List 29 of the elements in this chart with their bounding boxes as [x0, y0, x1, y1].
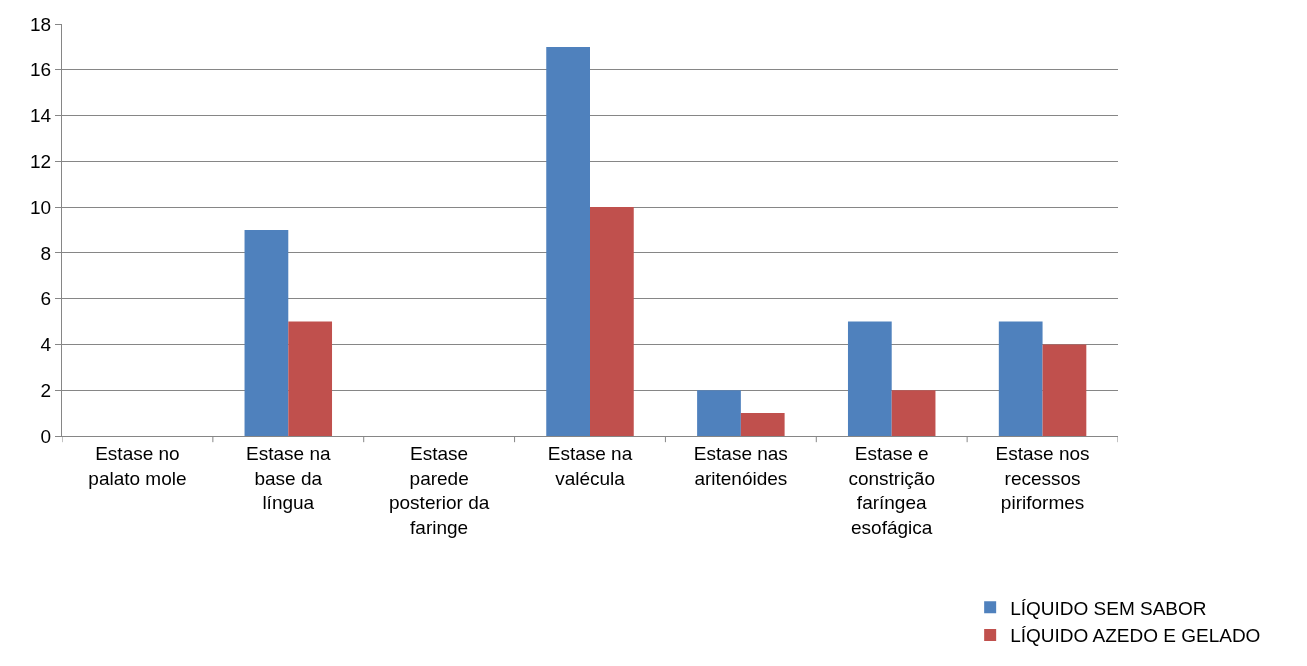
x-tick-label: Estase nas aritenóides — [693, 442, 788, 489]
x-tick-label: Estase nos recessos piriformes — [995, 442, 1090, 514]
bar — [697, 390, 741, 436]
y-tick-label: 14 — [30, 105, 52, 127]
y-tick-label: 10 — [30, 196, 52, 218]
x-tick-label: Estase e constrição faríngea esofágica — [848, 442, 936, 538]
bar — [590, 207, 634, 436]
x-tick-label: Estase na valécula — [547, 442, 633, 489]
bar — [847, 321, 892, 436]
bar — [244, 230, 289, 436]
y-tick-label: 18 — [30, 13, 52, 35]
y-tick-label: 0 — [40, 425, 52, 447]
y-tick-label: 4 — [40, 334, 52, 356]
bar — [891, 390, 936, 436]
y-tick-label: 16 — [30, 59, 52, 81]
bar — [740, 413, 785, 436]
y-tick-label: 6 — [40, 288, 52, 310]
legend-label: LÍQUIDO SEM SABOR — [1010, 597, 1207, 619]
x-tick-label: Estase na base da língua — [246, 442, 331, 514]
bar — [1042, 344, 1087, 436]
x-tick-label: Estase parede posterior da faringe — [388, 442, 490, 538]
y-tick-label: 2 — [40, 379, 52, 401]
legend-label: LÍQUIDO AZEDO E GELADO — [1010, 625, 1261, 647]
y-tick-label: 12 — [30, 150, 52, 172]
x-tick-label: Estase no palato mole — [88, 442, 187, 489]
bar — [546, 46, 590, 436]
bar — [288, 321, 333, 436]
bar — [998, 321, 1043, 436]
y-tick-label: 8 — [40, 242, 52, 264]
